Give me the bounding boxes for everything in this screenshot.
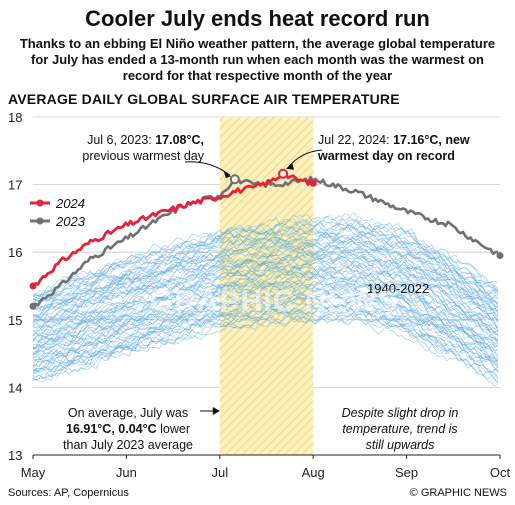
annotation-avg-lower: lower (160, 422, 190, 436)
annotation-jul22-2024: Jul 22, 2024: 17.16°C, new warmest day o… (318, 132, 513, 164)
historic-line (32, 236, 499, 313)
arrowhead-average (212, 407, 220, 415)
annotation-jul6-desc: previous warmest day (82, 149, 204, 163)
historic-line (32, 268, 499, 347)
annotation-avg-value: 16.91°C, 0.04°C (66, 422, 157, 436)
historic-line (33, 304, 499, 373)
historic-line (32, 298, 499, 371)
series-2024-line (31, 172, 315, 287)
annotation-jul22-desc: warmest day on record (318, 149, 455, 163)
series-2023-line-start-point (29, 302, 37, 310)
annotation-arrow-2023 (184, 161, 231, 176)
watermark: GRAPHIC NEWS (150, 285, 399, 318)
legend-label-2024: 2024 (55, 196, 85, 211)
historic-line (32, 265, 499, 342)
x-tick-label: May (21, 465, 46, 480)
annotation-jul6-date: Jul 6, 2023: (87, 133, 156, 147)
historic-line (32, 252, 499, 327)
historic-series-label: 1940-2022 (367, 281, 429, 296)
chart-subtitle: Thanks to an ebbing El Niño weather patt… (19, 36, 496, 83)
source-note: Sources: AP, Copernicus (8, 487, 129, 499)
historic-line (32, 282, 499, 351)
annotation-july-average: On average, July was 16.91°C, 0.04°C low… (48, 405, 208, 453)
historic-line (32, 271, 499, 349)
credit-note: © GRAPHIC NEWS (409, 487, 507, 499)
annotation-trend-line1: Despite slight drop in (341, 406, 459, 420)
historic-line (32, 288, 499, 364)
historic-line (32, 311, 499, 384)
historic-line (32, 212, 499, 298)
historic-line (32, 215, 499, 299)
annotation-jul6-2023: Jul 6, 2023: 17.08°C, previous warmest d… (44, 132, 204, 164)
annotation-trend: Despite slight drop in temperature, tren… (310, 405, 490, 453)
legend-dot-2023 (36, 217, 44, 225)
historic-line (32, 294, 499, 367)
historic-line (32, 233, 499, 309)
record-2024-marker (278, 168, 289, 179)
legend-label-2023: 2023 (55, 214, 86, 229)
x-tick-label: Jul (211, 465, 228, 480)
historic-line (32, 213, 499, 295)
annotation-trend-line2: temperature, trend is (342, 422, 458, 436)
historic-line (32, 281, 499, 356)
historic-line (32, 238, 499, 317)
series-2024-line-end-point (309, 179, 317, 187)
y-tick-label: 14 (8, 380, 22, 395)
y-tick-label: 13 (8, 448, 22, 463)
historic-line (32, 265, 499, 340)
historic-line (32, 283, 499, 354)
historic-line (32, 244, 499, 322)
historic-line (32, 290, 499, 368)
y-tick-label: 16 (8, 245, 22, 260)
historic-line (32, 260, 499, 337)
chart-title: Cooler July ends heat record run (85, 6, 430, 31)
annotation-jul22-value: 17.16°C, new (393, 133, 470, 147)
legend-dot-2024 (36, 199, 44, 207)
x-tick-label: Sep (395, 465, 418, 480)
annotation-jul6-value: 17.08°C, (155, 133, 204, 147)
y-tick-label: 18 (8, 110, 22, 125)
arrowhead-2023 (223, 171, 231, 179)
historic-line (32, 288, 499, 360)
series-2024-line-start-point (29, 282, 37, 290)
record-2023-marker (229, 174, 240, 185)
x-tick-label: Jun (116, 465, 137, 480)
series-2023-line-end-point (496, 252, 504, 260)
historic-line (32, 305, 499, 374)
historic-line (32, 283, 499, 356)
historic-line (32, 226, 499, 305)
historic-line (32, 231, 499, 307)
historic-line (32, 243, 499, 319)
annotation-avg-line1: On average, July was (67, 406, 189, 420)
arrowhead-2024 (286, 162, 295, 170)
chart-heading: AVERAGE DAILY GLOBAL SURFACE AIR TEMPERA… (8, 91, 400, 107)
y-tick-label: 17 (8, 178, 22, 193)
annotation-avg-line3: than July 2023 average (63, 438, 193, 452)
y-tick-label: 15 (8, 313, 22, 328)
historic-line (32, 253, 499, 330)
annotation-trend-line3: still upwards (365, 438, 435, 452)
historic-line (32, 266, 499, 342)
x-tick-label: Oct (490, 465, 511, 480)
historic-line (32, 239, 499, 319)
historic-line (32, 237, 499, 318)
annotation-jul22-date: Jul 22, 2024: (318, 133, 394, 147)
historic-line (32, 227, 499, 303)
x-tick-label: Aug (302, 465, 325, 480)
historic-lines-group (32, 212, 499, 387)
